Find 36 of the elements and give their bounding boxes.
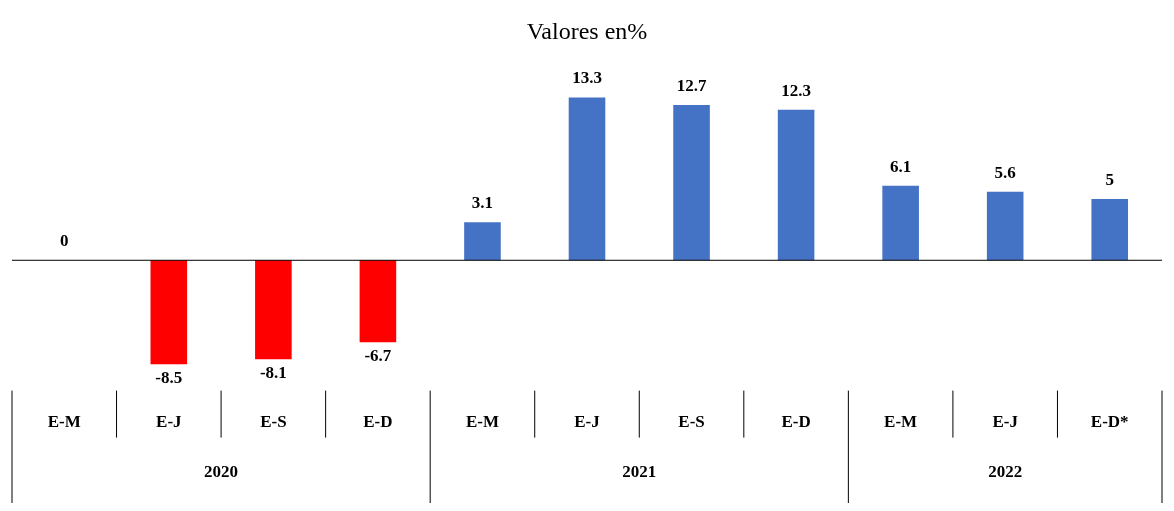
- x-tick-label: E-S: [260, 412, 287, 432]
- x-tick-label: E-M: [465, 412, 499, 432]
- bar: [777, 109, 815, 261]
- text: 2020: [204, 461, 239, 481]
- data-label: -8.5: [155, 368, 183, 388]
- x-tick-label: E-D: [363, 412, 393, 432]
- x-tick-label: E-J: [156, 412, 183, 432]
- x-tick-label: E-J: [574, 412, 601, 432]
- bar: [986, 191, 1024, 261]
- bar: [359, 260, 397, 343]
- text: 2022: [988, 461, 1023, 481]
- x-tick-label: E-D: [781, 412, 811, 432]
- x-tick-label: E-J: [992, 412, 1019, 432]
- x-tick-label: E-S: [678, 412, 705, 432]
- x-tick-label: E-M: [47, 412, 81, 432]
- text: 2021: [622, 461, 657, 481]
- chart-title: Valores en%: [526, 17, 648, 44]
- data-label: 5: [1105, 170, 1114, 190]
- data-label: 3.1: [471, 193, 494, 213]
- bar: [882, 185, 919, 261]
- data-label: 5.6: [994, 162, 1016, 182]
- bar: [464, 222, 501, 261]
- data-label: -8.1: [259, 363, 287, 383]
- bar: [568, 97, 606, 261]
- data-label: -6.7: [364, 346, 392, 366]
- x-tick-label: E-M: [884, 412, 918, 432]
- data-label: 6.1: [890, 156, 912, 176]
- x-tick-label: E-D*: [1090, 412, 1129, 432]
- data-label: 0: [60, 231, 69, 251]
- data-label: 12.3: [781, 80, 811, 100]
- data-label: 12.7: [676, 75, 707, 95]
- bar: [255, 260, 292, 360]
- bar: [150, 260, 188, 365]
- data-label: 13.3: [572, 68, 602, 88]
- bar: [673, 104, 710, 261]
- bar: [1091, 199, 1129, 261]
